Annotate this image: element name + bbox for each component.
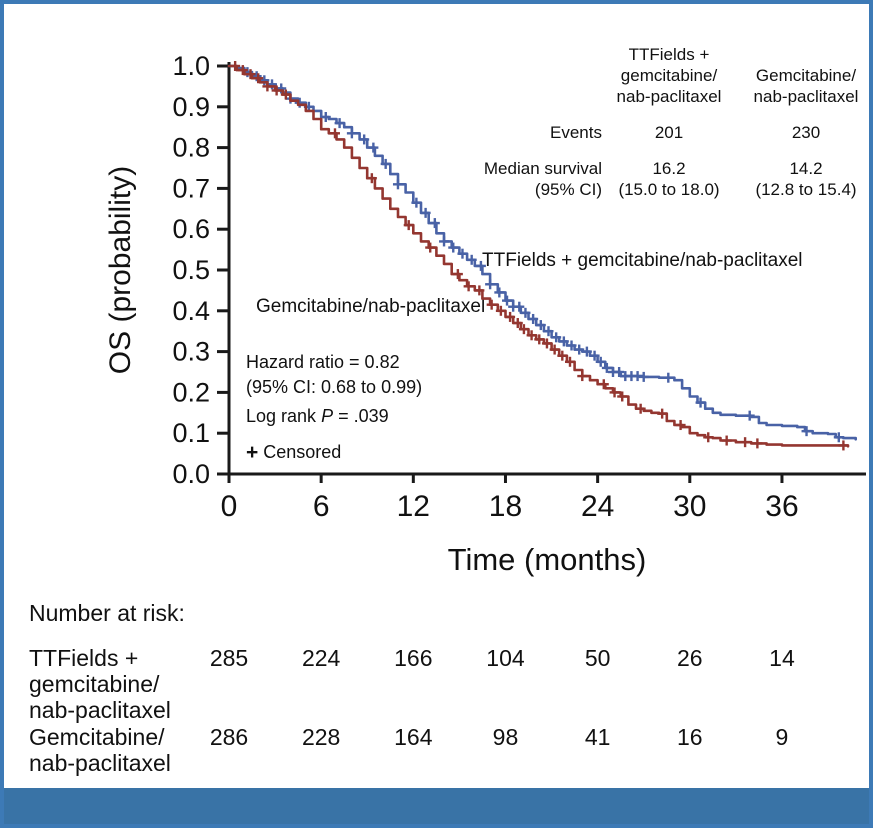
curve-label-gnp: Gemcitabine/nab-paclitaxel — [256, 296, 485, 317]
curve-label-ttfields: TTFields + gemcitabine/nab-paclitaxel — [482, 250, 803, 271]
censored-plus-icon: + — [246, 441, 259, 464]
inset-empty-corner — [476, 44, 602, 107]
log-rank-prefix: Log rank — [246, 406, 322, 426]
km-curve-gnp — [227, 64, 850, 448]
y-tick-label: 0.6 — [172, 214, 210, 244]
y-tick-label: 0.4 — [172, 296, 210, 326]
censored-legend: + Censored — [246, 440, 422, 465]
risk-row-gnp: Gemcitabine/ nab-paclitaxel 286 228 164 98 4… — [4, 724, 869, 804]
y-tick-label: 0.9 — [172, 92, 210, 122]
inset-median-ttfields: 16.2 (15.0 to 18.0) — [618, 159, 720, 199]
risk-count: 286 — [209, 724, 249, 750]
y-tick-label: 0.8 — [172, 133, 210, 163]
inset-events-gnp: 230 — [791, 123, 821, 142]
log-rank-p-symbol: P — [321, 406, 334, 426]
risk-count: 166 — [394, 645, 433, 671]
annotation-block: Hazard ratio = 0.82 (95% CI: 0.68 to 0.9… — [246, 350, 422, 465]
risk-count: 41 — [584, 724, 611, 750]
risk-row-label: TTFields + gemcitabine/ nab-paclitaxel — [29, 645, 171, 723]
log-rank-text: Log rank P = .039 — [246, 404, 422, 429]
y-tick-label: 0.7 — [172, 173, 210, 203]
y-tick-label: 0.2 — [172, 377, 210, 407]
footer-accent-bar — [4, 788, 869, 824]
inset-row-label-events: Events — [550, 123, 602, 142]
risk-count: 9 — [775, 724, 789, 750]
x-tick-label: 36 — [765, 490, 798, 523]
inset-events-ttfields: 201 — [654, 123, 684, 142]
kaplan-meier-plot: Time (months) OS (probability) TTFields … — [104, 51, 866, 577]
hazard-ratio-text: Hazard ratio = 0.82 — [246, 352, 400, 372]
risk-count: 224 — [301, 645, 341, 671]
y-tick-label: 1.0 — [172, 51, 210, 81]
inset-median-gnp: 14.2 (12.8 to 15.4) — [755, 159, 857, 199]
x-tick-label: 30 — [673, 490, 706, 523]
risk-count: 285 — [209, 645, 249, 671]
risk-count: 164 — [394, 724, 433, 750]
risk-table-title: Number at risk: — [29, 600, 185, 626]
y-tick-label: 0.1 — [172, 418, 210, 448]
risk-count: 26 — [677, 645, 703, 671]
log-rank-suffix: = .039 — [333, 406, 389, 426]
risk-count: 14 — [769, 645, 795, 671]
y-axis-title: OS (probability) — [104, 166, 137, 374]
risk-row-ttfields: TTFields + gemcitabine/ nab-paclitaxel 2… — [4, 645, 869, 725]
x-tick-label: 6 — [313, 490, 330, 523]
risk-count: 98 — [492, 724, 519, 750]
y-tick-label: 0.5 — [172, 255, 210, 285]
risk-count: 228 — [301, 724, 341, 750]
censored-label: Censored — [258, 442, 342, 462]
y-tick-label: 0.0 — [172, 459, 210, 489]
risk-row-label: Gemcitabine/ nab-paclitaxel — [29, 724, 171, 776]
risk-count: 50 — [584, 645, 611, 671]
x-tick-label: 24 — [581, 490, 614, 523]
risk-count: 16 — [677, 724, 703, 750]
inset-stats-table: TTFields + gemcitabine/ nab-paclitaxel G… — [476, 44, 869, 200]
x-tick-label: 12 — [397, 490, 430, 523]
inset-row-label-median: Median survival (95% CI) — [483, 159, 602, 199]
inset-col2-header: Gemcitabine/ nab-paclitaxel — [753, 66, 859, 106]
hazard-ci-text: (95% CI: 0.68 to 0.99) — [246, 377, 423, 397]
y-tick-label: 0.3 — [172, 337, 210, 367]
x-tick-label: 0 — [221, 490, 238, 523]
inset-col1-header: TTFields + gemcitabine/ nab-paclitaxel — [616, 45, 722, 106]
risk-count: 104 — [486, 645, 525, 671]
x-tick-label: 18 — [489, 490, 522, 523]
x-axis-title: Time (months) — [448, 542, 647, 577]
